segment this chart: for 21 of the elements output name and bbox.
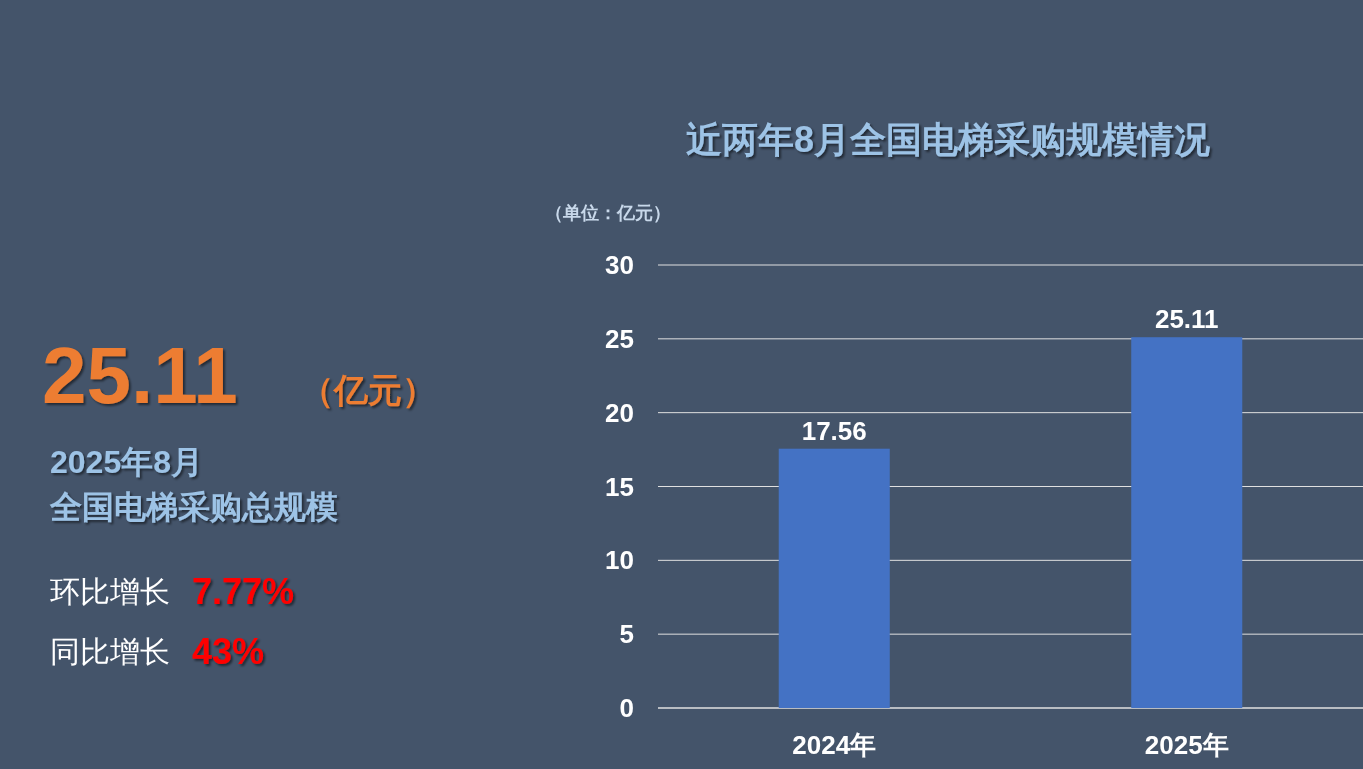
text: 43% (192, 631, 265, 672)
y-tick-label: 30 (605, 250, 634, 280)
text: 2025年8月 (50, 444, 203, 480)
data-label: 25.11 (1154, 304, 1219, 335)
y-tick-label: 0 (619, 693, 634, 723)
data-label: 17.56 (801, 415, 867, 446)
y-tick-label: 20 (605, 397, 634, 428)
y-tick-label: 5 (619, 619, 634, 650)
y-tick-label: 15 (605, 471, 634, 502)
text: （亿元） (300, 371, 436, 409)
y-tick-label: 10 (605, 545, 634, 576)
x-tick-label: 2025年 (1144, 730, 1229, 760)
chart-title: 近两年8月全国电梯采购规模情况 (685, 119, 1211, 160)
text: 7.77% (192, 571, 295, 612)
x-tick-label: 2024年 (792, 730, 877, 760)
text: 环比增长 (50, 575, 170, 608)
text: 全国电梯采购总规模 (49, 489, 338, 525)
y-axis-title: （单位：亿元） (545, 203, 671, 223)
text: 同比增长 (50, 635, 170, 668)
y-tick-label: 25 (605, 323, 634, 354)
text: 25.11 (42, 331, 238, 420)
